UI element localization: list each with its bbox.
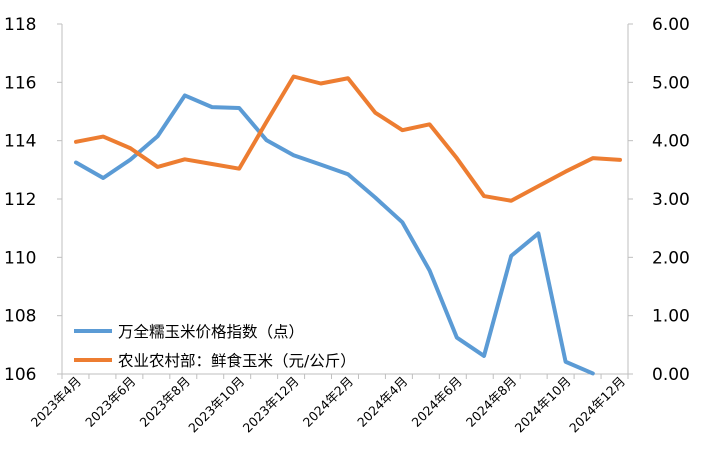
x-tick-label: 2024年2月 [300,374,356,430]
series-line-2 [74,74,622,203]
left-y-tick-label: 114 [4,132,36,152]
right-y-tick-label: 3.00 [652,190,690,210]
left-y-tick-label: 106 [4,365,36,385]
right-y-tick-labels: 0.00 1.00 2.00 3.00 4.00 5.00 6.00 [628,15,690,385]
left-y-tick-label: 112 [4,190,36,210]
right-y-tick-label: 1.00 [652,307,690,327]
x-tick-label: 2024年4月 [354,374,410,430]
x-tick-labels: 2023年4月2023年6月2023年8月2023年10月2023年12月202… [28,374,629,436]
right-y-tick-label: 5.00 [652,73,690,93]
left-y-tick-label: 118 [4,15,36,35]
left-y-tick-labels: 106 108 110 112 114 116 118 [4,15,62,385]
right-y-tick-label: 0.00 [652,365,690,385]
axes [61,24,629,375]
x-tick-label: 2023年12月 [240,374,302,436]
legend-label-series-2: 农业农村部：鲜食玉米（元/公斤） [118,352,356,370]
x-tick-label: 2023年6月 [82,374,138,430]
right-y-tick-label: 2.00 [652,248,690,268]
x-tick-label: 2023年8月 [137,374,193,430]
left-y-tick-label: 110 [4,248,36,268]
left-y-tick-label: 116 [4,73,36,93]
x-tick-label: 2024年6月 [409,374,465,430]
series-lines [74,74,622,376]
x-tick-label: 2024年8月 [463,374,519,430]
legend: 万全糯玉米价格指数（点） 农业农村部：鲜食玉米（元/公斤） [74,323,356,370]
right-y-tick-label: 6.00 [652,15,690,35]
x-tick-label: 2023年10月 [185,374,247,436]
right-y-tick-label: 4.00 [652,132,690,152]
series-line-1 [74,93,595,376]
x-tick-label: 2024年10月 [512,374,574,436]
legend-label-series-1: 万全糯玉米价格指数（点） [118,323,304,341]
x-tick-label: 2024年12月 [566,374,628,436]
left-y-tick-label: 108 [4,307,36,327]
